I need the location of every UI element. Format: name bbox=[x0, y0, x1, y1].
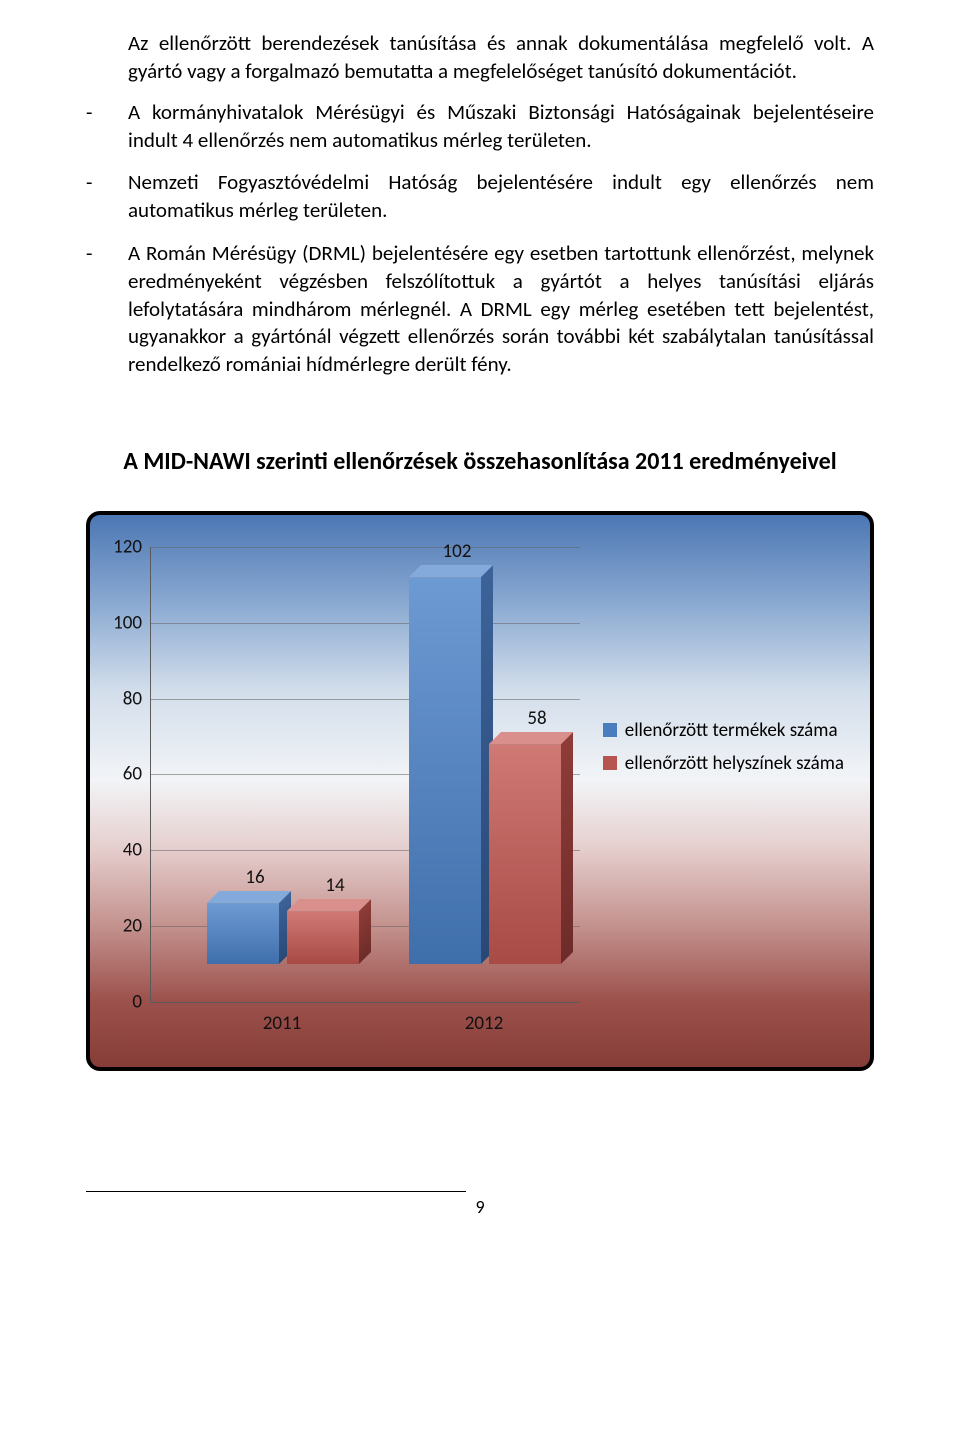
chart-legend-swatch bbox=[603, 723, 617, 737]
chart-gridline bbox=[151, 623, 580, 624]
chart-x-tick-label: 2012 bbox=[465, 1012, 504, 1035]
chart-y-tick-label: 20 bbox=[96, 915, 142, 938]
chart-bar: 14 bbox=[287, 899, 371, 964]
bullet-2-text: Nemzeti Fogyasztóvédelmi Hatóság bejelen… bbox=[128, 169, 874, 224]
chart-bar-top bbox=[409, 565, 493, 577]
chart-gridline bbox=[151, 547, 580, 548]
chart-container: 161410258 ellenőrzött termékek számaelle… bbox=[86, 511, 874, 1071]
chart-bar-front bbox=[287, 911, 359, 964]
chart-y-tick-label: 40 bbox=[96, 839, 142, 862]
chart-legend-item: ellenőrzött helyszínek száma bbox=[603, 752, 844, 775]
chart-bar-top bbox=[287, 899, 371, 911]
body-text: Az ellenőrzött berendezések tanúsítása é… bbox=[86, 30, 874, 379]
chart-bar: 58 bbox=[489, 732, 573, 964]
paragraph-intro-text: Az ellenőrzött berendezések tanúsítása é… bbox=[128, 30, 874, 84]
page: Az ellenőrzött berendezések tanúsítása é… bbox=[0, 0, 960, 1258]
chart-plot-area: 161410258 bbox=[150, 547, 580, 1003]
dash-icon: - bbox=[86, 99, 128, 154]
chart-y-tick-label: 120 bbox=[96, 535, 142, 558]
paragraph-intro: Az ellenőrzött berendezések tanúsítása é… bbox=[128, 30, 874, 85]
footer-line bbox=[86, 1191, 466, 1192]
chart-bar: 16 bbox=[207, 891, 291, 964]
bullet-item-1: - A kormányhivatalok Mérésügyi és Műszak… bbox=[128, 99, 874, 154]
bullet-1-text: A kormányhivatalok Mérésügyi és Műszaki … bbox=[128, 99, 874, 154]
chart-bar-front bbox=[207, 903, 279, 964]
chart-x-tick-label: 2011 bbox=[263, 1012, 302, 1035]
chart-y-tick-label: 100 bbox=[96, 611, 142, 634]
page-number: 9 bbox=[86, 1196, 874, 1218]
chart-legend: ellenőrzött termékek száma ellenőrzött he… bbox=[603, 719, 844, 785]
bullet-3-text: A Román Mérésügy (DRML) bejelentésére eg… bbox=[128, 240, 874, 379]
chart-bar-value-label: 102 bbox=[415, 540, 499, 563]
chart-bar-value-label: 16 bbox=[213, 866, 297, 889]
chart-y-tick-label: 0 bbox=[96, 990, 142, 1013]
chart-y-tick-label: 60 bbox=[96, 763, 142, 786]
chart-legend-item: ellenőrzött termékek száma bbox=[603, 719, 844, 742]
bullet-item-3: - A Román Mérésügy (DRML) bejelentésére … bbox=[128, 240, 874, 379]
dash-icon: - bbox=[86, 169, 128, 224]
chart-bar-side bbox=[561, 732, 573, 964]
chart-body: 161410258 ellenőrzött termékek számaelle… bbox=[96, 547, 858, 1041]
chart-bar-top bbox=[489, 732, 573, 744]
chart-bar-top bbox=[207, 891, 291, 903]
chart-bar-value-label: 58 bbox=[495, 707, 579, 730]
chart-bar-value-label: 14 bbox=[293, 874, 377, 897]
chart-bar-front bbox=[489, 744, 561, 964]
dash-icon: - bbox=[86, 240, 128, 379]
chart-legend-label: ellenőrzött helyszínek száma bbox=[625, 752, 844, 775]
chart-bar: 102 bbox=[409, 565, 493, 964]
chart-title: A MID-NAWI szerinti ellenőrzések összeha… bbox=[86, 447, 874, 477]
chart-y-tick-label: 80 bbox=[96, 687, 142, 710]
chart-bar-front bbox=[409, 577, 481, 964]
bullet-item-2: - Nemzeti Fogyasztóvédelmi Hatóság bejel… bbox=[128, 169, 874, 224]
chart-legend-label: ellenőrzött termékek száma bbox=[625, 719, 838, 742]
chart-legend-swatch bbox=[603, 756, 617, 770]
chart-gridline bbox=[151, 699, 580, 700]
